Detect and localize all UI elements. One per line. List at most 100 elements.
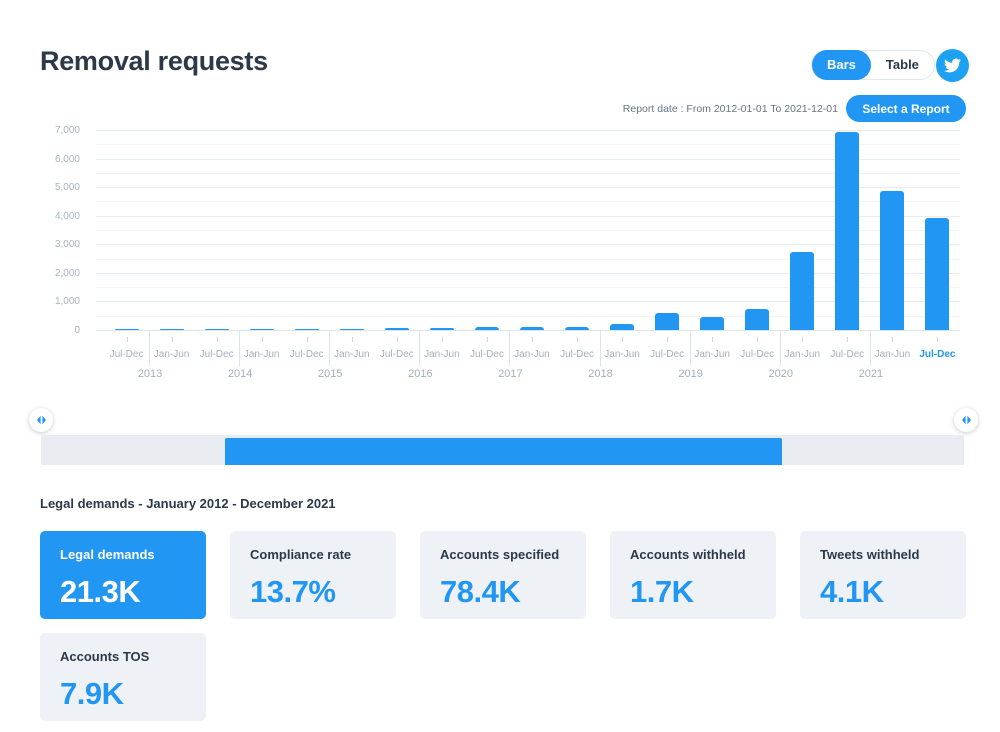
removal-requests-chart: 0 1,000 2,000 3,000 4,000 5,000 6,000 7,000 Jul-… xyxy=(54,125,960,380)
x-period-label: Jul-Dec xyxy=(109,349,144,360)
stat-card-label: Compliance rate xyxy=(250,547,352,562)
x-tick xyxy=(712,337,714,342)
stat-card-accounts-tos[interactable]: Accounts TOS 7.9K xyxy=(40,633,206,721)
y-axis-label: 1,000 xyxy=(54,296,80,308)
bar-jul-dec-2013[interactable] xyxy=(204,328,229,330)
x-tick xyxy=(577,337,579,342)
x-period-label: Jan-Jun xyxy=(514,349,550,360)
slider-track[interactable] xyxy=(41,435,964,465)
slider-handle-left[interactable] xyxy=(29,408,53,432)
x-tick xyxy=(261,337,263,342)
bar-jul-dec-2012[interactable] xyxy=(114,328,139,330)
x-year-label: 2015 xyxy=(318,368,343,380)
bar-jul-dec-2018[interactable] xyxy=(655,312,680,330)
gridline xyxy=(96,244,960,246)
x-period-label: Jul-Dec xyxy=(289,349,324,360)
x-tick xyxy=(531,337,533,342)
x-tick xyxy=(306,337,308,342)
x-period-label: Jul-Dec xyxy=(560,349,594,360)
year-divider xyxy=(239,330,241,366)
x-tick xyxy=(486,337,488,342)
stat-card-label: Accounts specified xyxy=(440,547,560,562)
page-title: Removal requests xyxy=(40,46,268,76)
y-axis-label: 6,000 xyxy=(54,153,80,165)
x-period-label: Jan-Jun xyxy=(694,349,730,360)
gridline xyxy=(96,287,960,289)
stat-card-compliance-rate[interactable]: Compliance rate 13.7% xyxy=(230,531,396,619)
y-axis-label: 2,000 xyxy=(54,267,80,279)
stat-card-tweets-withheld[interactable]: Tweets withheld 4.1K xyxy=(800,531,966,619)
y-axis-label: 0 xyxy=(74,325,80,336)
x-tick xyxy=(847,337,849,342)
bar-jan-jun-2019[interactable] xyxy=(700,317,725,330)
gridline xyxy=(96,301,960,303)
year-divider xyxy=(869,330,871,366)
x-period-label: Jul-Dec xyxy=(469,349,504,360)
x-period-label: Jan-Jun xyxy=(874,349,911,360)
year-divider xyxy=(599,330,601,366)
bar-jan-jun-2015[interactable] xyxy=(339,328,364,330)
year-divider xyxy=(329,330,331,366)
x-year-label: 2016 xyxy=(408,368,433,380)
bar-jan-jun-2020[interactable] xyxy=(790,252,815,330)
x-period-label: Jan-Jun xyxy=(784,349,821,360)
x-tick xyxy=(396,337,398,342)
gridline xyxy=(96,258,960,260)
slider-selection[interactable] xyxy=(225,438,782,465)
bar-jul-dec-2015[interactable] xyxy=(384,327,409,330)
bar-jul-dec-2016[interactable] xyxy=(474,326,499,330)
range-handle-icon xyxy=(36,415,46,425)
x-period-label: Jan-Jun xyxy=(243,349,280,360)
stat-card-accounts-withheld[interactable]: Accounts withheld 1.7K xyxy=(610,531,776,619)
bar-jan-jun-2014[interactable] xyxy=(249,328,274,330)
gridline xyxy=(96,330,960,331)
x-period-label: Jul-Dec xyxy=(919,349,956,360)
summary-heading: Legal demands - January 2012 - December … xyxy=(40,496,336,511)
bar-jan-jun-2016[interactable] xyxy=(429,328,454,330)
bar-jul-dec-2014[interactable] xyxy=(294,328,319,330)
bar-jan-jun-2018[interactable] xyxy=(610,324,635,330)
x-tick xyxy=(441,337,443,342)
x-tick xyxy=(216,337,218,342)
bar-jul-dec-2021[interactable] xyxy=(925,217,950,330)
x-period-label: Jul-Dec xyxy=(830,349,865,360)
twitter-icon[interactable] xyxy=(936,49,969,82)
toggle-option-bars[interactable]: Bars xyxy=(812,50,871,80)
x-tick xyxy=(126,337,128,342)
gridline xyxy=(96,144,960,146)
bar-jan-jun-2013[interactable] xyxy=(159,328,184,330)
summary-cards: Legal demands 21.3K Compliance rate 13.7% Ac… xyxy=(40,531,966,721)
gridline xyxy=(96,272,960,274)
select-report-button[interactable]: Select a Report xyxy=(846,95,966,122)
stat-card-label: Accounts withheld xyxy=(630,547,746,562)
stat-card-legal-demands[interactable]: Legal demands 21.3K xyxy=(40,531,206,619)
bar-jul-dec-2019[interactable] xyxy=(745,309,770,330)
gridline xyxy=(96,187,960,189)
y-axis-label: 4,000 xyxy=(54,210,80,222)
slider-handle-right[interactable] xyxy=(954,408,978,432)
gridline xyxy=(96,172,960,174)
toggle-option-table[interactable]: Table xyxy=(885,57,919,72)
stat-card-value: 1.7K xyxy=(630,574,694,609)
stat-card-value: 21.3K xyxy=(60,574,141,609)
x-year-label: 2019 xyxy=(678,368,703,380)
bar-jan-jun-2017[interactable] xyxy=(519,326,544,330)
stat-card-value: 13.7% xyxy=(250,574,336,609)
x-period-label: Jul-Dec xyxy=(650,349,685,360)
bar-jan-jun-2021[interactable] xyxy=(880,190,905,330)
gridline xyxy=(96,230,960,231)
report-date-label: Report date : From 2012-01-01 To 2021-12… xyxy=(622,103,838,115)
stat-card-accounts-specified[interactable]: Accounts specified 78.4K xyxy=(420,531,586,619)
bar-jul-dec-2020[interactable] xyxy=(835,131,860,330)
gridline xyxy=(96,215,960,217)
year-divider xyxy=(689,330,691,366)
gridline xyxy=(96,130,960,131)
stat-card-value: 7.9K xyxy=(60,676,124,711)
x-tick xyxy=(757,337,759,342)
bar-jul-dec-2017[interactable] xyxy=(565,327,590,330)
stat-card-label: Tweets withheld xyxy=(820,547,920,562)
x-tick xyxy=(802,337,804,342)
x-period-label: Jan-Jun xyxy=(424,349,460,360)
x-period-label: Jul-Dec xyxy=(740,349,775,360)
